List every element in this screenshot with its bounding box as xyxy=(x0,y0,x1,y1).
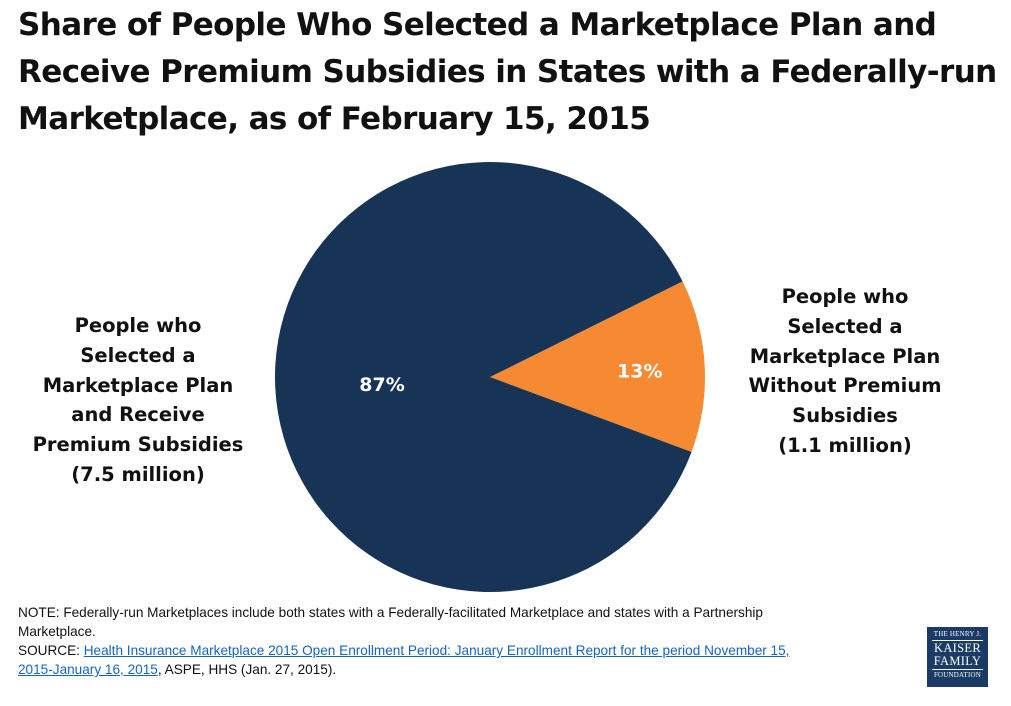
source-line: SOURCE: Health Insurance Marketplace 201… xyxy=(18,641,898,660)
pie-slice-subsidized xyxy=(275,162,692,593)
slice-label-subsidized: People who Selected a Marketplace Plan a… xyxy=(18,311,258,490)
source-link[interactable]: 2015-January 16, 2015 xyxy=(18,662,158,677)
source-prefix: SOURCE: xyxy=(18,643,84,658)
logo-text: KAISER xyxy=(934,641,981,655)
chart-notes: NOTE: Federally-run Marketplaces include… xyxy=(18,603,898,679)
slice-label-line: People who xyxy=(781,285,909,308)
kaiser-family-foundation-logo: THE HENRY J. KAISER FAMILY FOUNDATION xyxy=(927,627,988,687)
slice-label-line: People who xyxy=(74,314,202,337)
chart-title-line: Marketplace, as of February 15, 2015 xyxy=(18,101,651,137)
chart-title: Share of People Who Selected a Marketpla… xyxy=(18,2,997,143)
slice-label-line: Marketplace Plan xyxy=(42,373,234,397)
slice-label-line: Subsidies xyxy=(792,404,898,428)
logo-text: FOUNDATION xyxy=(933,671,982,679)
chart-title-line: Receive Premium Subsidies in States with… xyxy=(18,54,997,90)
slice-label-unsubsidized: People who Selected a Marketplace Plan W… xyxy=(730,282,960,461)
source-suffix: , ASPE, HHS (Jan. 27, 2015). xyxy=(157,662,337,677)
slice-label-line: Without Premium xyxy=(748,374,942,398)
note-line: Marketplace. xyxy=(18,624,96,639)
slice-label-line: Marketplace Plan xyxy=(749,344,941,368)
logo-text: THE HENRY J. xyxy=(933,630,982,638)
logo-text: FAMILY xyxy=(933,654,982,668)
slice-label-line: Selected a xyxy=(80,343,196,367)
slice-label-line: Premium Subsidies xyxy=(32,433,244,457)
pie-slice-unsubsidized xyxy=(490,281,705,452)
logo-rule xyxy=(932,640,983,641)
slice-label-line: and Receive xyxy=(71,403,205,427)
slice-label-line: (7.5 million) xyxy=(71,462,205,486)
slice-label-line: Selected a xyxy=(787,314,903,338)
chart-title-line: Share of People Who Selected a Marketpla… xyxy=(18,7,937,43)
data-label-subsidized: 87% xyxy=(359,374,404,396)
source-line: 2015-January 16, 2015, ASPE, HHS (Jan. 2… xyxy=(18,660,898,679)
note-line: NOTE: Federally-run Marketplaces include… xyxy=(18,605,763,620)
source-link[interactable]: Health Insurance Marketplace 2015 Open E… xyxy=(83,643,790,658)
data-label-unsubsidized: 13% xyxy=(617,360,662,382)
slice-label-line: (1.1 million) xyxy=(778,433,912,457)
logo-rule xyxy=(932,669,983,670)
